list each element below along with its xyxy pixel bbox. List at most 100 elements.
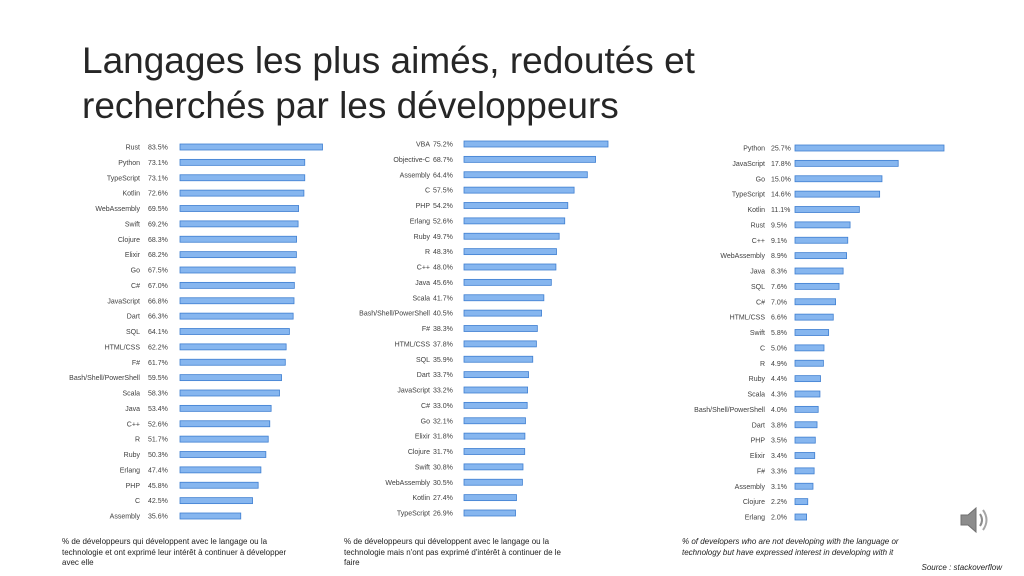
bar [463,509,516,517]
value-label: 8.9% [771,253,787,260]
speaker-icon[interactable] [955,500,995,540]
value-label: 50.3% [148,452,168,459]
bar [179,466,262,474]
value-label: 68.2% [148,252,168,259]
bar [463,355,534,363]
category-label: Dart [752,422,765,429]
bar [179,420,271,428]
category-label: Scala [747,392,765,399]
bar [794,375,821,383]
bar [463,294,545,302]
category-label: VBA [416,142,430,149]
bar [794,436,816,444]
value-label: 3.4% [771,453,787,460]
bar [179,497,253,505]
bar [463,340,537,348]
value-label: 68.3% [148,237,168,244]
bar [794,467,815,475]
bar [463,417,526,425]
bar [463,432,526,440]
bar [794,421,818,429]
category-label: Ruby [414,234,431,241]
value-label: 3.1% [771,484,787,491]
category-label: SQL [416,357,430,364]
value-label: 30.8% [433,464,453,471]
bar [179,205,300,212]
category-label: Kotlin [747,207,765,214]
bar [179,312,294,320]
bar [179,174,306,182]
category-label: C# [131,283,140,290]
value-label: 25.7% [771,146,791,153]
value-label: 14.6% [771,192,791,199]
value-label: 33.7% [433,372,453,379]
category-label: Bash/Shell/PowerShell [359,311,430,318]
bar [794,159,899,167]
value-label: 41.7% [433,295,453,302]
bar [463,401,528,409]
bar [794,221,851,229]
value-label: 69.2% [148,221,168,228]
bar [463,478,523,486]
bar [179,235,297,243]
value-label: 31.7% [433,449,453,456]
value-label: 17.8% [771,161,791,168]
value-label: 59.5% [148,375,168,382]
value-label: 11.1% [771,207,790,214]
category-label: Dart [417,372,430,379]
value-label: 9.5% [771,222,787,229]
bar [179,435,269,443]
bar [179,389,280,397]
category-label: C [760,345,765,352]
bar [463,386,528,394]
bar [794,329,830,336]
loved-caption: % de développeurs qui développent avec l… [62,537,287,567]
category-label: PHP [416,203,431,210]
bar [463,325,538,332]
bar [794,190,881,198]
value-label: 5.8% [771,330,787,337]
bar [463,309,542,317]
value-label: 57.5% [433,188,453,195]
dreaded-caption: % de développeurs qui développent avec l… [344,537,561,567]
bar [179,512,242,520]
category-label: Elixir [125,252,141,259]
category-label: C++ [752,238,765,245]
bar [794,252,847,260]
value-label: 31.8% [433,434,453,441]
value-label: 7.6% [771,284,787,291]
bar [463,248,557,256]
category-label: WebAssembly [720,253,765,260]
bar [179,281,295,289]
category-label: TypeScript [397,511,430,518]
value-label: 4.9% [771,361,787,368]
bar [179,404,272,412]
category-label: JavaScript [732,161,765,168]
value-label: 9.1% [771,238,787,245]
category-label: Go [421,418,430,425]
category-label: Rust [751,222,765,229]
bar [179,143,323,151]
bar [794,267,844,275]
value-label: 2.2% [771,499,787,506]
bar [463,202,569,209]
category-label: Swift [415,464,430,471]
bar [463,217,566,225]
category-label: Erlang [120,467,140,474]
bar [463,494,517,502]
value-label: 40.5% [433,311,453,318]
value-label: 49.7% [433,234,453,241]
value-label: 51.7% [148,437,168,444]
category-label: Python [743,146,765,153]
bar [179,189,305,197]
bar [463,232,560,240]
bar [794,282,840,290]
category-label: HTML/CSS [730,315,766,322]
value-label: 26.9% [433,511,453,518]
value-label: 2.0% [771,515,787,522]
bar [794,452,816,459]
value-label: 3.5% [771,438,787,445]
bar [463,155,596,163]
bar [794,513,807,521]
